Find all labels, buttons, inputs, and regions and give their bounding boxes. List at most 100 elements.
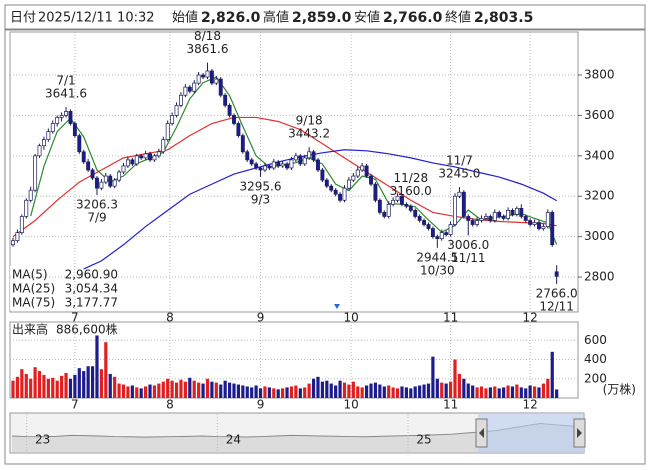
candle-body <box>201 74 206 78</box>
volume-bar <box>254 385 258 398</box>
candle-body <box>497 212 502 217</box>
volume-bar <box>60 375 64 398</box>
volume-bar <box>303 387 307 398</box>
candle-body <box>302 157 307 165</box>
candle-body <box>369 175 373 185</box>
x-tick-label: 12 <box>522 398 537 412</box>
volume-bar <box>289 386 294 398</box>
candle-body <box>174 104 179 116</box>
candle-body <box>28 189 33 201</box>
candle-body <box>24 199 29 217</box>
candle-body <box>545 212 550 227</box>
candle-body <box>453 195 457 225</box>
candle-body <box>457 191 462 197</box>
volume-bar <box>179 379 183 398</box>
candle-body <box>55 117 60 124</box>
volume-bar <box>192 380 196 398</box>
candle-body <box>550 212 555 246</box>
candle-body <box>68 111 73 124</box>
navigator-slider[interactable] <box>475 413 586 453</box>
x-tick-label: 7 <box>71 398 79 412</box>
annotation-value: 3443.2 <box>288 127 330 141</box>
volume-bar <box>135 387 139 398</box>
legend-name: MA(25) <box>12 282 55 296</box>
volume-bar <box>201 383 205 398</box>
candle-body <box>430 228 435 237</box>
navigator-label: 23 <box>35 433 50 447</box>
candle-body <box>33 155 38 191</box>
volume-bar <box>320 381 324 398</box>
candle-body <box>187 86 192 92</box>
annotation-date: 11/11 <box>451 251 486 265</box>
candle-body <box>108 175 113 187</box>
annotation-date: 11/28 <box>394 171 429 185</box>
annotation-value: 3160.0 <box>390 184 432 198</box>
ma-line <box>83 149 557 270</box>
volume-bar <box>541 383 545 398</box>
candle-body <box>41 139 46 147</box>
volume-bar <box>457 373 462 398</box>
candle-body <box>86 161 91 171</box>
candle-body <box>404 203 409 207</box>
quote-name: 終値 <box>445 10 471 26</box>
volume-bar <box>373 382 378 398</box>
volume-bar <box>73 374 77 398</box>
volume-bar <box>152 385 157 398</box>
candle-body <box>117 171 122 181</box>
candle-body <box>240 135 245 153</box>
volume-bar <box>205 378 210 398</box>
candle-body <box>483 216 488 219</box>
candle-body <box>227 104 232 116</box>
annotation-value: 3861.6 <box>186 42 228 56</box>
candle-body <box>528 220 533 225</box>
annotation-value: 3641.6 <box>45 87 87 101</box>
candle-body <box>148 153 152 161</box>
candle-body <box>280 163 285 167</box>
volume-bar <box>484 388 488 398</box>
volume-bar <box>197 382 201 398</box>
volume-bar <box>227 382 232 398</box>
x-tick-label: 10 <box>343 398 358 412</box>
candle-body <box>223 94 228 106</box>
volume-bar <box>453 359 457 398</box>
volume-bar <box>166 378 170 398</box>
volume-bar <box>33 367 37 398</box>
candle-body <box>276 161 281 167</box>
volume-bar <box>223 380 227 398</box>
volume-bar <box>95 335 99 398</box>
volume-bar <box>338 380 342 398</box>
volume-bar <box>219 384 223 398</box>
volume-bar <box>51 377 55 398</box>
volume-bar <box>532 386 537 398</box>
volume-bar <box>475 387 479 398</box>
volume-bar <box>409 388 413 398</box>
volume-bar <box>77 368 81 398</box>
candle-body <box>121 165 126 173</box>
volume-bar <box>250 387 254 398</box>
annotation-date: 12/11 <box>539 299 574 313</box>
candle-body <box>165 123 170 141</box>
volume-title: 出来高 <box>12 322 48 337</box>
annotation-value: 2944.5 <box>416 250 458 264</box>
legend-name: MA(75) <box>12 296 55 310</box>
candle-body <box>214 78 219 84</box>
candle-body <box>514 208 519 215</box>
candle-body <box>320 169 325 181</box>
candle-body <box>382 212 387 217</box>
quote-value: 2,766.0 <box>383 10 443 26</box>
candle-body <box>15 232 20 242</box>
candle-body <box>59 115 64 118</box>
volume-bar <box>515 384 519 398</box>
candle-body <box>506 210 510 219</box>
volume-bar <box>311 378 316 398</box>
volume-bar <box>413 386 417 398</box>
volume-bar <box>241 385 245 398</box>
date-label: 日付 <box>10 11 36 26</box>
candle-body <box>298 155 303 165</box>
volume-bar <box>400 386 404 398</box>
candle-body <box>37 145 42 157</box>
candle-body <box>99 181 104 189</box>
y-tick-label: 3400 <box>584 148 615 162</box>
volume-bar <box>144 386 148 398</box>
